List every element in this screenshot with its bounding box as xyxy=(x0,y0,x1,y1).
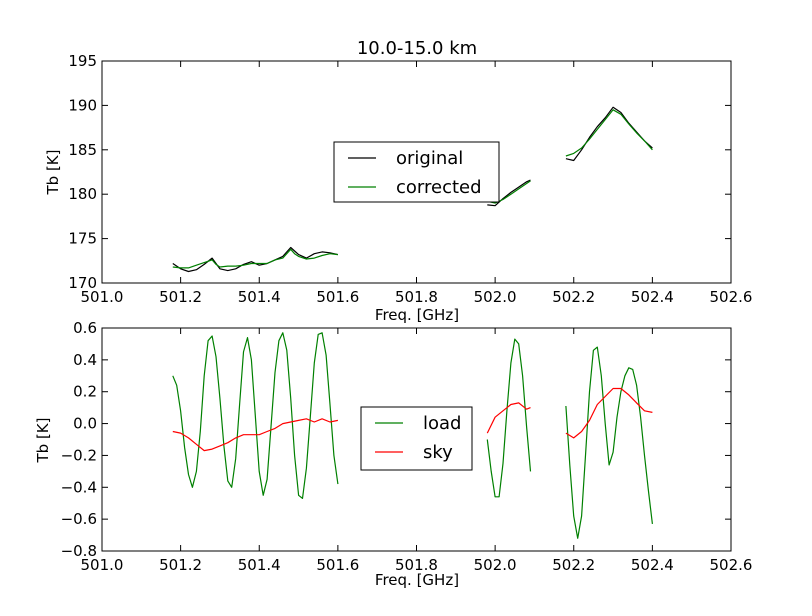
top-ytick-label: 185 xyxy=(68,141,97,159)
bottom-ytick-label: 0.4 xyxy=(73,351,97,369)
top-xtick-label: 502.2 xyxy=(552,288,595,306)
bottom-xtick-label: 502.2 xyxy=(552,556,595,574)
bottom-xtick-label: 501.8 xyxy=(395,556,438,574)
bottom-ytick-label: 0.0 xyxy=(73,415,97,433)
bottom-xtick-label: 502.0 xyxy=(474,556,517,574)
top-corrected-line-segment xyxy=(172,248,338,269)
bottom-ytick-label: −0.8 xyxy=(61,542,97,560)
top-ytick-label: 175 xyxy=(68,230,97,248)
top-corrected-line-segment xyxy=(565,109,653,157)
bottom-xtick-label: 501.4 xyxy=(238,556,281,574)
bottom-ytick-label: −0.4 xyxy=(61,478,97,496)
top-xtick-label: 501.2 xyxy=(159,288,202,306)
bottom-ytick-label: −0.2 xyxy=(61,446,97,464)
top-xtick-label: 501.4 xyxy=(238,288,281,306)
top-legend: original corrected xyxy=(333,141,500,203)
top-xtick-label: 502.6 xyxy=(710,288,753,306)
top-original-line-segment xyxy=(487,179,531,207)
bottom-series-sky xyxy=(172,387,653,452)
top-xtick-label: 502.0 xyxy=(474,288,517,306)
top-legend-label-original: original xyxy=(396,148,463,169)
top-ytick-label: 180 xyxy=(68,185,97,203)
bottom-ytick-label: 0.2 xyxy=(73,383,97,401)
top-plot-panel: 10.0-15.0 km Freq. [GHz] Tb [K] 501.0 501… xyxy=(44,38,752,324)
top-plot-xlabel: Freq. [GHz] xyxy=(375,306,459,324)
bottom-plot-ylabel: Tb [K] xyxy=(34,418,52,464)
bottom-legend-label-load: load xyxy=(423,413,461,434)
bottom-legend-box xyxy=(360,406,473,471)
top-xtick-label: 502.4 xyxy=(631,288,674,306)
bottom-legend-label-sky: sky xyxy=(423,442,453,463)
bottom-sky-line-segment xyxy=(172,418,339,452)
bottom-ytick-label: 0.6 xyxy=(73,319,97,337)
top-corrected-line-segment xyxy=(487,180,531,204)
top-series-corrected xyxy=(172,109,653,269)
bottom-series-load xyxy=(172,332,653,539)
top-legend-box xyxy=(333,141,500,203)
bottom-sky-line-segment xyxy=(486,402,531,434)
bottom-plot-xlabel: Freq. [GHz] xyxy=(375,571,459,589)
top-plot-ylabel: Tb [K] xyxy=(44,150,62,196)
bottom-load-line-segment xyxy=(172,332,339,499)
top-ytick-label: 190 xyxy=(68,96,97,114)
bottom-xtick-label: 502.4 xyxy=(631,556,674,574)
bottom-xtick-label: 501.6 xyxy=(316,556,359,574)
bottom-plot-panel: Freq. [GHz] Tb [K] 501.0 501.2 501.4 501.6 5… xyxy=(34,319,752,589)
bottom-load-line-segment xyxy=(565,346,653,539)
bottom-ytick-label: −0.6 xyxy=(61,510,97,528)
top-xtick-label: 501.0 xyxy=(81,288,124,306)
bottom-load-line-segment xyxy=(486,338,532,498)
top-ytick-label: 170 xyxy=(68,274,97,292)
top-xtick-label: 501.6 xyxy=(316,288,359,306)
bottom-xtick-label: 501.2 xyxy=(159,556,202,574)
top-plot-title: 10.0-15.0 km xyxy=(357,38,477,59)
bottom-sky-line-segment xyxy=(565,387,653,439)
top-xtick-label: 501.8 xyxy=(395,288,438,306)
bottom-xtick-label: 501.0 xyxy=(81,556,124,574)
bottom-xtick-label: 502.6 xyxy=(710,556,753,574)
top-ytick-label: 195 xyxy=(68,52,97,70)
bottom-legend: load sky xyxy=(360,406,473,471)
top-legend-label-corrected: corrected xyxy=(396,177,482,198)
